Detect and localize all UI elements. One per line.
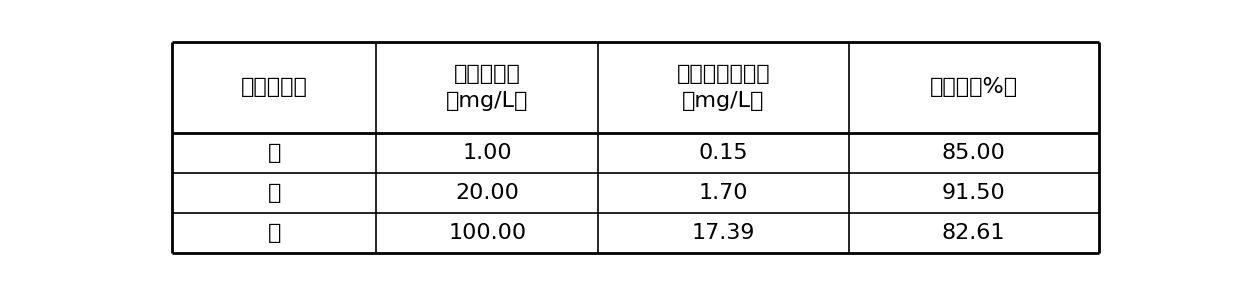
Text: 污水中浓度
（mg/L）: 污水中浓度 （mg/L） xyxy=(446,64,528,110)
Text: 91.50: 91.50 xyxy=(941,183,1006,203)
Text: 1.70: 1.70 xyxy=(699,183,748,203)
Text: 17.39: 17.39 xyxy=(692,223,755,243)
Text: 镉: 镉 xyxy=(268,143,281,163)
Text: 去除率（%）: 去除率（%） xyxy=(930,77,1018,97)
Text: 100.00: 100.00 xyxy=(448,223,526,243)
Text: 重金属元素: 重金属元素 xyxy=(241,77,308,97)
Text: 锌: 锌 xyxy=(268,223,281,243)
Text: 铅: 铅 xyxy=(268,183,281,203)
Text: 85.00: 85.00 xyxy=(941,143,1006,163)
Text: 吸附处理后浓度
（mg/L）: 吸附处理后浓度 （mg/L） xyxy=(677,64,770,110)
Text: 20.00: 20.00 xyxy=(455,183,520,203)
Text: 0.15: 0.15 xyxy=(698,143,748,163)
Text: 82.61: 82.61 xyxy=(942,223,1006,243)
Text: 1.00: 1.00 xyxy=(463,143,512,163)
